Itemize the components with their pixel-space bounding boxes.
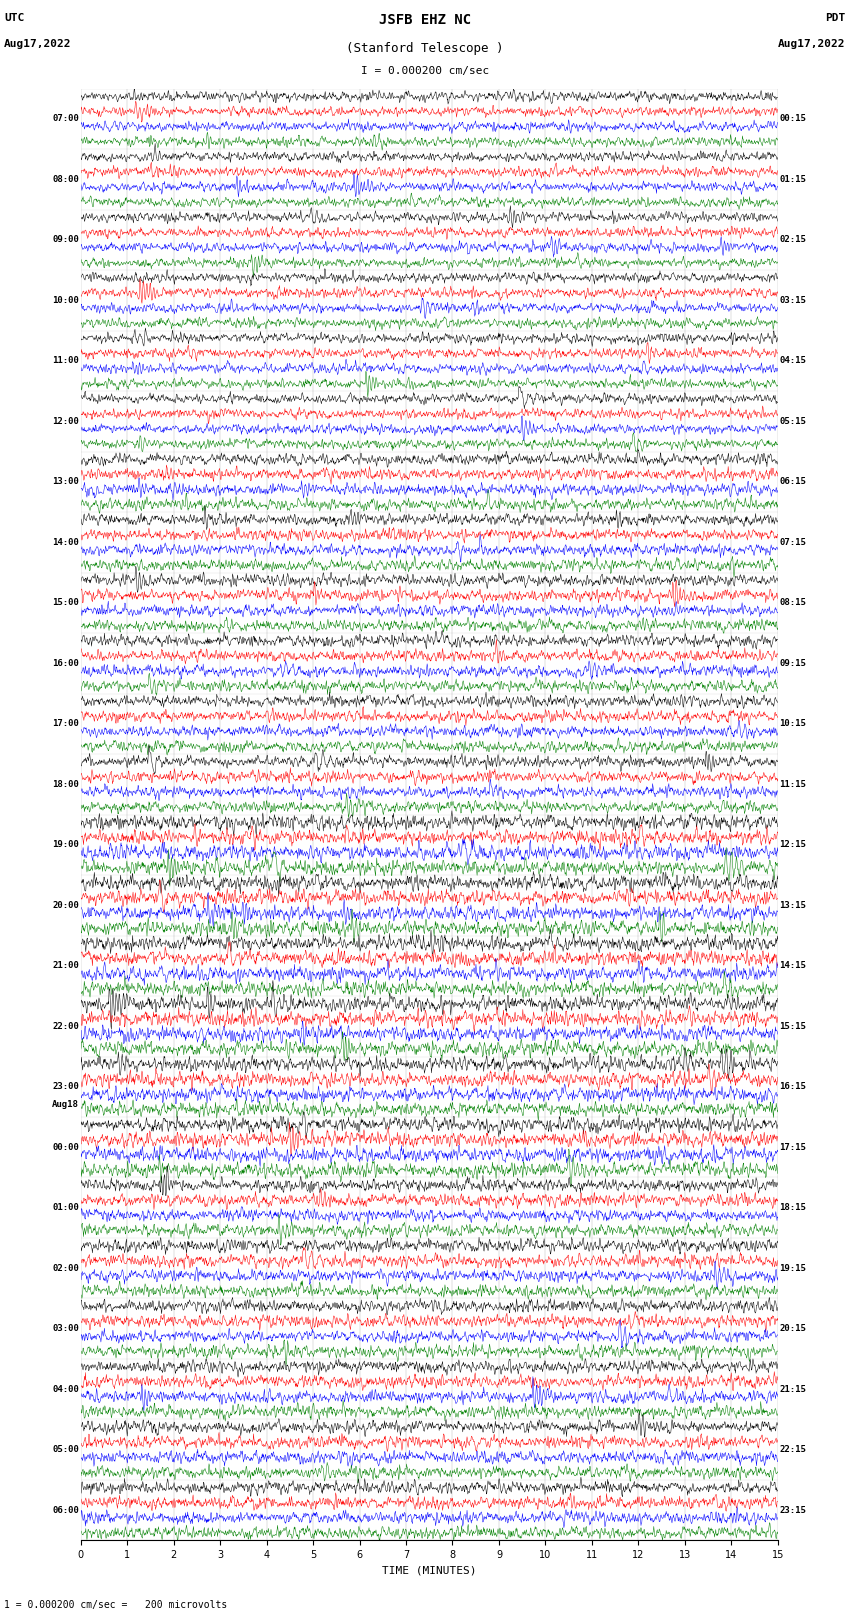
Text: 16:00: 16:00 xyxy=(52,658,79,668)
Text: Aug17,2022: Aug17,2022 xyxy=(779,39,846,48)
Text: 14:00: 14:00 xyxy=(52,537,79,547)
Text: 03:00: 03:00 xyxy=(52,1324,79,1334)
Text: 22:15: 22:15 xyxy=(779,1445,807,1455)
Text: 20:00: 20:00 xyxy=(52,900,79,910)
Text: 11:00: 11:00 xyxy=(52,356,79,366)
Text: 02:00: 02:00 xyxy=(52,1263,79,1273)
Text: 07:00: 07:00 xyxy=(52,115,79,124)
Text: 18:00: 18:00 xyxy=(52,779,79,789)
Text: 09:15: 09:15 xyxy=(779,658,807,668)
Text: UTC: UTC xyxy=(4,13,25,23)
Text: 06:00: 06:00 xyxy=(52,1505,79,1515)
Text: 12:15: 12:15 xyxy=(779,840,807,850)
Text: 07:15: 07:15 xyxy=(779,537,807,547)
Text: 01:00: 01:00 xyxy=(52,1203,79,1213)
Text: 13:00: 13:00 xyxy=(52,477,79,487)
Text: 20:15: 20:15 xyxy=(779,1324,807,1334)
Text: 21:00: 21:00 xyxy=(52,961,79,971)
Text: 17:00: 17:00 xyxy=(52,719,79,729)
Text: 08:00: 08:00 xyxy=(52,174,79,184)
Text: 06:15: 06:15 xyxy=(779,477,807,487)
Text: JSFB EHZ NC: JSFB EHZ NC xyxy=(379,13,471,27)
Text: 1 = 0.000200 cm/sec =   200 microvolts: 1 = 0.000200 cm/sec = 200 microvolts xyxy=(4,1600,228,1610)
Text: 13:15: 13:15 xyxy=(779,900,807,910)
Text: 21:15: 21:15 xyxy=(779,1384,807,1394)
Text: 05:00: 05:00 xyxy=(52,1445,79,1455)
Text: PDT: PDT xyxy=(825,13,846,23)
Text: 14:15: 14:15 xyxy=(779,961,807,971)
Text: 18:15: 18:15 xyxy=(779,1203,807,1213)
Text: 02:15: 02:15 xyxy=(779,235,807,245)
Text: 19:15: 19:15 xyxy=(779,1263,807,1273)
Text: 11:15: 11:15 xyxy=(779,779,807,789)
Text: 08:15: 08:15 xyxy=(779,598,807,608)
Text: 01:15: 01:15 xyxy=(779,174,807,184)
Text: 16:15: 16:15 xyxy=(779,1082,807,1092)
Text: 00:00: 00:00 xyxy=(52,1142,79,1152)
Text: 04:15: 04:15 xyxy=(779,356,807,366)
Text: 22:00: 22:00 xyxy=(52,1021,79,1031)
Text: 23:15: 23:15 xyxy=(779,1505,807,1515)
Text: 03:15: 03:15 xyxy=(779,295,807,305)
Text: 17:15: 17:15 xyxy=(779,1142,807,1152)
Text: 19:00: 19:00 xyxy=(52,840,79,850)
Text: Aug17,2022: Aug17,2022 xyxy=(4,39,71,48)
Text: 09:00: 09:00 xyxy=(52,235,79,245)
Text: I = 0.000200 cm/sec: I = 0.000200 cm/sec xyxy=(361,66,489,76)
Text: 15:00: 15:00 xyxy=(52,598,79,608)
X-axis label: TIME (MINUTES): TIME (MINUTES) xyxy=(382,1566,477,1576)
Text: Aug18: Aug18 xyxy=(52,1100,79,1110)
Text: 15:15: 15:15 xyxy=(779,1021,807,1031)
Text: (Stanford Telescope ): (Stanford Telescope ) xyxy=(346,42,504,55)
Text: 04:00: 04:00 xyxy=(52,1384,79,1394)
Text: 23:00: 23:00 xyxy=(52,1082,79,1092)
Text: 10:15: 10:15 xyxy=(779,719,807,729)
Text: 10:00: 10:00 xyxy=(52,295,79,305)
Text: 05:15: 05:15 xyxy=(779,416,807,426)
Text: 12:00: 12:00 xyxy=(52,416,79,426)
Text: 00:15: 00:15 xyxy=(779,115,807,124)
